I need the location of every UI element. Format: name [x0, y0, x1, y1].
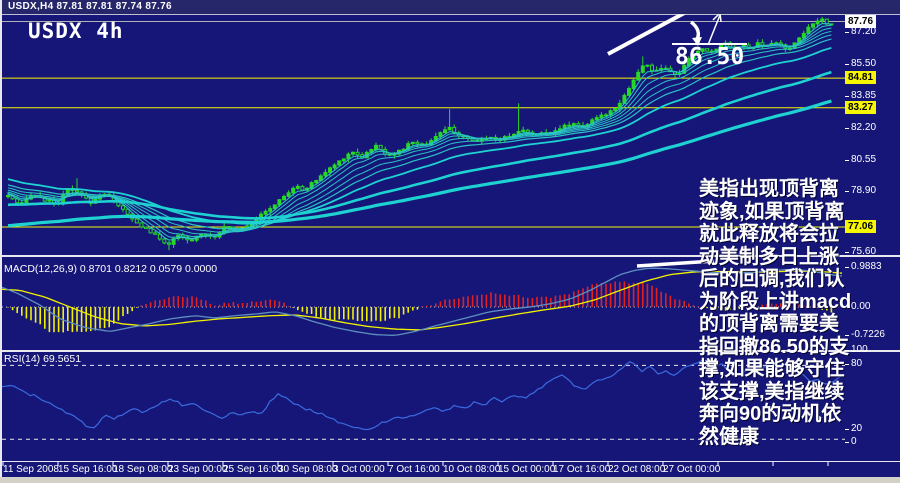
- chart-title: USDX,H4 87.81 87.81 87.74 87.76: [8, 1, 172, 12]
- price-axis-label: 87.20: [845, 26, 876, 38]
- annotation-text-line[interactable]: 撑,如果能够守住: [699, 358, 845, 380]
- level-price-label: 77.06: [845, 220, 877, 233]
- rsi-panel[interactable]: [2, 359, 845, 440]
- level-price-label: 84.81: [845, 71, 877, 84]
- annotation-text-line[interactable]: 然健康: [699, 425, 759, 448]
- macd-scale-label: 0.9883: [845, 261, 882, 273]
- price-axis-label: 80.55: [845, 154, 876, 166]
- up-arrow-icon[interactable]: [707, 14, 721, 46]
- time-axis-label: 18 Sep 08:00: [113, 464, 173, 475]
- time-axis-label: 11 Sep 2008: [3, 464, 59, 475]
- time-axis-label: 10 Oct 08:00: [443, 464, 501, 475]
- time-axis-label: 25 Sep 16:00: [223, 464, 283, 475]
- macd-panel[interactable]: [2, 267, 845, 336]
- time-axis-ticks: [2, 462, 829, 466]
- chart-title-bar: USDX,H4 87.81 87.81 87.74 87.76: [0, 0, 900, 14]
- main-price-panel[interactable]: [2, 16, 845, 251]
- annotation-text-line[interactable]: 指回撤86.50的支: [699, 335, 850, 358]
- price-axis-label: 75.60: [845, 246, 876, 258]
- time-axis-label: 7 Oct 16:00: [388, 464, 440, 475]
- rsi-header: RSI(14) 69.5651: [4, 353, 82, 365]
- annotation-text-line[interactable]: 奔向90的动机依: [699, 403, 842, 425]
- time-axis-label: 27 Oct 00:00: [663, 464, 721, 475]
- window-left-border: [0, 0, 2, 477]
- symbol-watermark: USDX 4h: [28, 19, 124, 43]
- separator-time-axis: [0, 461, 900, 462]
- separator-macd-rsi[interactable]: [0, 350, 900, 352]
- time-axis-label: 15 Oct 00:00: [498, 464, 556, 475]
- separator: [0, 14, 900, 15]
- annotation-text-line[interactable]: 为阶段上讲macd: [699, 290, 852, 313]
- rsi-scale-label: 20: [845, 423, 862, 435]
- price-axis-label: 82.20: [845, 122, 876, 134]
- macd-scale-label: 0.00: [845, 301, 870, 313]
- rsi-scale-label: 0: [845, 436, 857, 448]
- price-axis-label: 78.90: [845, 185, 876, 197]
- rising-trendline[interactable]: [607, 8, 691, 56]
- annotation-text-line[interactable]: 的顶背离需要美: [699, 313, 839, 335]
- rsi-scale-label: 100: [845, 344, 868, 356]
- macd-scale-label: -0.7226: [845, 329, 885, 341]
- separator-main-macd[interactable]: [0, 255, 900, 257]
- macd-header: MACD(12,26,9) 0.8701 0.8212 0.0579 0.000…: [4, 263, 218, 275]
- annotation-text-line[interactable]: 就此释放将会拉: [699, 223, 839, 245]
- current-price-label: 87.76: [845, 15, 877, 28]
- time-axis-label: 15 Sep 16:00: [58, 464, 118, 475]
- annotation-text-line[interactable]: 该支撑,美指继续: [699, 380, 845, 403]
- annotation-text-line[interactable]: 后的回调,我们认: [699, 268, 845, 290]
- macd-divergence-line[interactable]: [636, 259, 715, 268]
- down-arrowhead-icon: [692, 37, 702, 46]
- time-axis-label: 3 Oct 00:00: [333, 464, 385, 475]
- price-axis-label: 85.50: [845, 58, 876, 70]
- time-axis-label: 17 Oct 16:00: [553, 464, 611, 475]
- support-level-label[interactable]: 86.50: [675, 44, 745, 70]
- time-axis-label: 23 Sep 00:00: [168, 464, 228, 475]
- window-bottom-edge: [0, 477, 900, 483]
- annotation-text-line[interactable]: 迹象,如果顶背离: [699, 200, 845, 223]
- annotation-text-line[interactable]: 美指出现顶背离: [699, 178, 839, 200]
- time-axis-label: 22 Oct 08:00: [608, 464, 666, 475]
- price-axis-label: 83.85: [845, 90, 876, 102]
- annotation-text-line[interactable]: 动美制多日上涨: [699, 245, 839, 268]
- rsi-scale-label: 80: [845, 358, 862, 370]
- level-price-label: 83.27: [845, 101, 877, 114]
- time-axis-label: 30 Sep 08:00: [278, 464, 338, 475]
- down-arrow-icon[interactable]: [689, 20, 701, 40]
